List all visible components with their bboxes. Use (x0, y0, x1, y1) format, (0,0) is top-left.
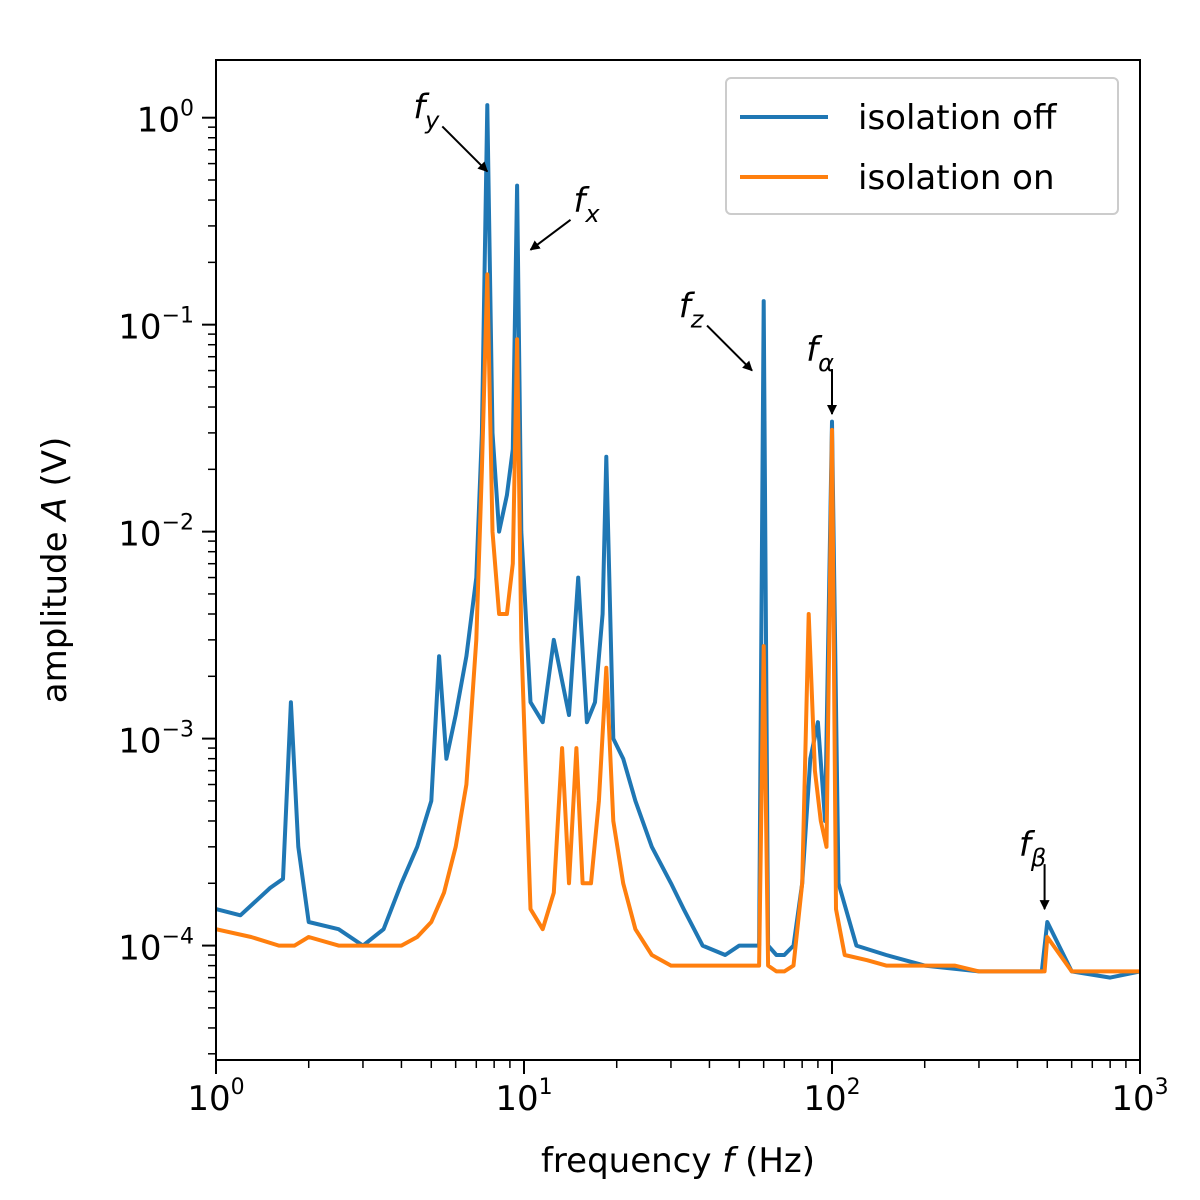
peak-label-x: fx (573, 181, 600, 228)
x-axis-label-unit: (Hz) (745, 1141, 815, 1181)
legend: isolation off isolation on (725, 77, 1119, 215)
y-axis-label: amplitude A (V) (35, 437, 75, 704)
x-tick-label: 101 (495, 1075, 552, 1119)
y-tick-label: 10−4 (118, 925, 194, 969)
peak-arrow-z (706, 324, 753, 372)
legend-label-isolation-on: isolation on (858, 158, 1055, 198)
series-layer (216, 103, 1140, 980)
x-tick-label: 103 (1111, 1075, 1168, 1119)
x-axis-label: frequency f (Hz) (541, 1141, 815, 1181)
y-axis-label-var: A (35, 497, 75, 522)
peak-label-z: fz (679, 287, 705, 334)
y-tick-label: 10−1 (118, 304, 194, 348)
plot-frame (215, 59, 1141, 1061)
x-axis-label-text: frequency (541, 1141, 722, 1181)
y-axis-label-text: amplitude (35, 521, 75, 704)
y-tick-label: 10−2 (118, 511, 194, 555)
legend-box (725, 77, 1119, 215)
series-line-isolation-off (216, 103, 1140, 980)
plot-area (215, 59, 1141, 1061)
svg-text:frequency f (Hz): frequency f (Hz) (541, 1141, 815, 1181)
y-tick-label: 100 (137, 97, 194, 141)
x-tick-label: 102 (803, 1075, 860, 1119)
ticks-layer: 100 101 102 103 10−4 10−3 10−2 10−1 100 (118, 97, 1168, 1119)
y-tick-label: 10−3 (118, 718, 194, 762)
legend-label-isolation-off: isolation off (858, 98, 1058, 138)
peak-label-α: fα (806, 330, 834, 377)
peak-label-y: fy (413, 87, 440, 134)
peak-arrow-y (441, 125, 488, 173)
y-axis-label-unit: (V) (35, 437, 75, 487)
peak-arrow-x (529, 218, 572, 251)
svg-text:amplitude A (V): amplitude A (V) (35, 437, 75, 704)
peak-label-β: fβ (1019, 825, 1046, 872)
x-tick-label: 100 (187, 1075, 244, 1119)
series-line-isolation-on (216, 272, 1140, 974)
